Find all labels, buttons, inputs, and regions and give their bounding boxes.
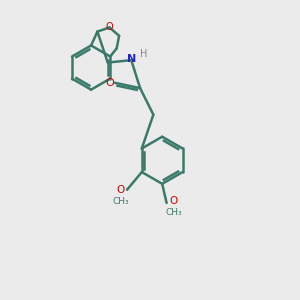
Text: O: O	[116, 185, 125, 195]
Text: O: O	[106, 22, 113, 32]
Text: CH₃: CH₃	[112, 197, 129, 206]
Text: CH₃: CH₃	[166, 208, 182, 217]
Text: N: N	[127, 54, 136, 64]
Text: O: O	[170, 196, 178, 206]
Text: O: O	[105, 78, 114, 88]
Text: H: H	[140, 49, 147, 59]
